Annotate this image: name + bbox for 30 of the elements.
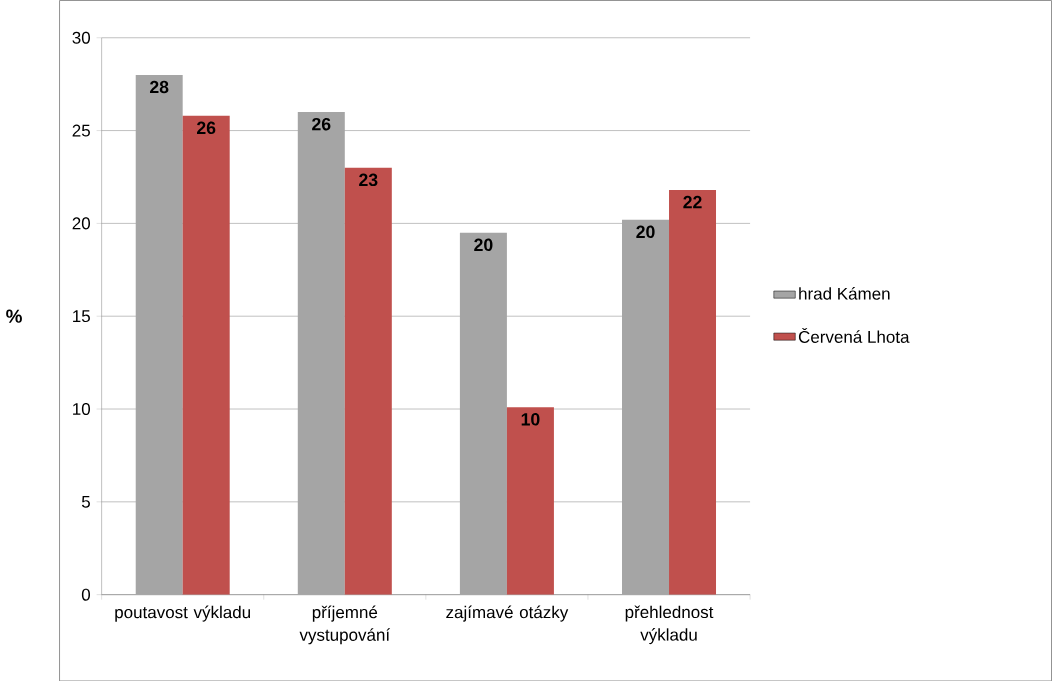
y-tick-label: 0 [81, 588, 91, 601]
y-tick-label: 5 [81, 495, 90, 508]
y-axis-title: % [6, 309, 22, 323]
y-tick-label: 15 [73, 310, 90, 322]
y-tick-label: 20 [72, 217, 91, 230]
data-label: 26 [197, 121, 216, 134]
x-tick-label: příjemné vystupování [299, 605, 391, 645]
y-tick-label: 25 [72, 124, 90, 137]
y-tick-label: 30 [72, 31, 91, 44]
y-tick-label: 10 [73, 402, 91, 415]
bar [344, 167, 392, 595]
legend-label: Červená Lhota [798, 327, 910, 343]
data-label: 26 [312, 117, 331, 131]
legend-label: hrad Kámen [799, 286, 890, 300]
data-label: 22 [683, 195, 702, 208]
x-tick-label: přehlednost výkladu [625, 605, 714, 644]
data-label: 28 [149, 80, 169, 94]
bar [135, 74, 183, 595]
x-tick-label: zajímavé otázky [446, 605, 569, 622]
data-label: 23 [359, 173, 378, 186]
data-label: 20 [474, 238, 493, 251]
bar [297, 111, 345, 595]
bar [182, 115, 230, 595]
bar [459, 232, 507, 595]
bar [669, 189, 717, 595]
bar [622, 219, 670, 595]
data-label: 20 [636, 225, 655, 238]
data-label: 10 [521, 412, 540, 426]
x-tick-label: poutavost výkladu [115, 605, 251, 622]
bar [506, 406, 554, 595]
